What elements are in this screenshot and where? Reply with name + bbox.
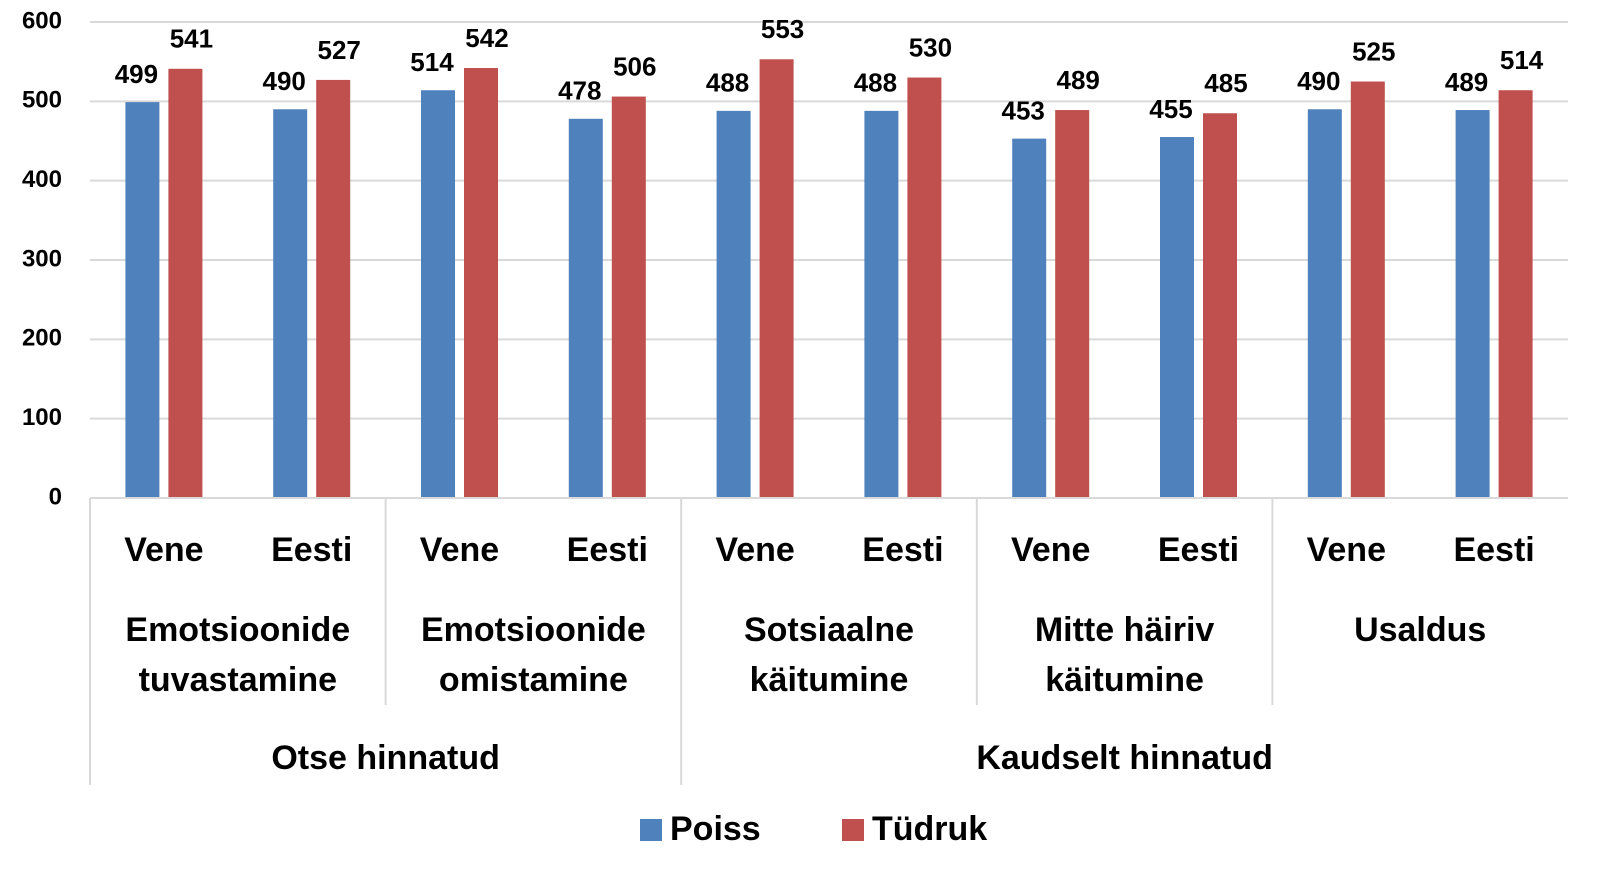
- bar: [168, 68, 203, 498]
- bar: [125, 102, 160, 499]
- bar: [1455, 110, 1490, 498]
- x-tick-label: Eesti: [567, 531, 648, 569]
- y-tick-label: 200: [22, 325, 62, 352]
- bar: [716, 110, 751, 498]
- subgroup-label: omistamine: [439, 661, 628, 699]
- subgroup-label: Usaldus: [1354, 611, 1486, 649]
- value-label: 453: [1002, 95, 1045, 125]
- x-tick-label: Vene: [124, 531, 203, 569]
- bar: [907, 77, 942, 499]
- value-label: 490: [263, 66, 306, 96]
- bar: [1012, 138, 1047, 498]
- bar: [1160, 137, 1194, 499]
- y-tick-label: 600: [22, 7, 62, 34]
- x-tick-label: Vene: [1307, 531, 1386, 569]
- bar: [759, 59, 794, 498]
- subgroup-label: tuvastamine: [139, 661, 337, 699]
- value-label: 485: [1204, 68, 1247, 98]
- value-label: 542: [465, 23, 508, 53]
- y-tick-label: 300: [22, 245, 62, 272]
- value-label: 530: [909, 32, 952, 62]
- value-label: 488: [706, 68, 749, 98]
- y-tick-label: 100: [22, 404, 62, 431]
- bar: [611, 96, 646, 498]
- x-tick-label: Eesti: [1158, 531, 1239, 569]
- value-label: 527: [318, 35, 361, 65]
- legend-label: Tüdruk: [872, 810, 987, 848]
- subgroup-label: Sotsiaalne: [744, 611, 914, 649]
- subgroup-label: Mitte häiriv: [1035, 611, 1215, 649]
- bar: [464, 68, 498, 498]
- subgroup-label: käitumine: [1045, 661, 1204, 699]
- y-tick-label: 0: [49, 483, 62, 510]
- value-label: 525: [1352, 36, 1395, 66]
- bar: [568, 118, 603, 498]
- value-label: 514: [1500, 45, 1544, 75]
- value-label: 506: [613, 51, 656, 81]
- value-label: 489: [1445, 67, 1488, 97]
- value-label: 499: [115, 59, 158, 89]
- value-label: 514: [410, 47, 454, 77]
- group-label: Kaudselt hinnatud: [976, 739, 1273, 777]
- legend-swatch: [640, 819, 662, 841]
- bar: [1307, 109, 1342, 499]
- value-label: 455: [1149, 94, 1192, 124]
- subgroup-label: Emotsioonide: [125, 611, 350, 649]
- bar: [1350, 81, 1385, 498]
- bar: [1055, 110, 1090, 498]
- value-label: 488: [854, 68, 897, 98]
- x-tick-label: Vene: [420, 531, 499, 569]
- legend-label: Poiss: [670, 810, 761, 848]
- subgroup-label: Emotsioonide: [421, 611, 646, 649]
- x-tick-label: Eesti: [271, 531, 352, 569]
- bar: [421, 90, 455, 498]
- value-label: 490: [1297, 66, 1340, 96]
- x-tick-label: Vene: [1011, 531, 1090, 569]
- value-label: 553: [761, 14, 804, 44]
- x-tick-label: Eesti: [1453, 531, 1534, 569]
- y-tick-label: 500: [22, 87, 62, 114]
- bar: [864, 110, 899, 498]
- bar: [1203, 113, 1237, 498]
- subgroup-label: käitumine: [750, 661, 909, 699]
- value-label: 489: [1057, 65, 1100, 95]
- group-label: Otse hinnatud: [271, 739, 500, 777]
- bar: [273, 109, 308, 499]
- x-tick-label: Eesti: [862, 531, 943, 569]
- value-label: 478: [558, 76, 601, 106]
- y-tick-label: 400: [22, 166, 62, 193]
- x-tick-label: Vene: [715, 531, 794, 569]
- bar: [1498, 90, 1533, 498]
- bar: [316, 79, 351, 498]
- legend-swatch: [842, 819, 864, 841]
- value-label: 541: [170, 24, 213, 54]
